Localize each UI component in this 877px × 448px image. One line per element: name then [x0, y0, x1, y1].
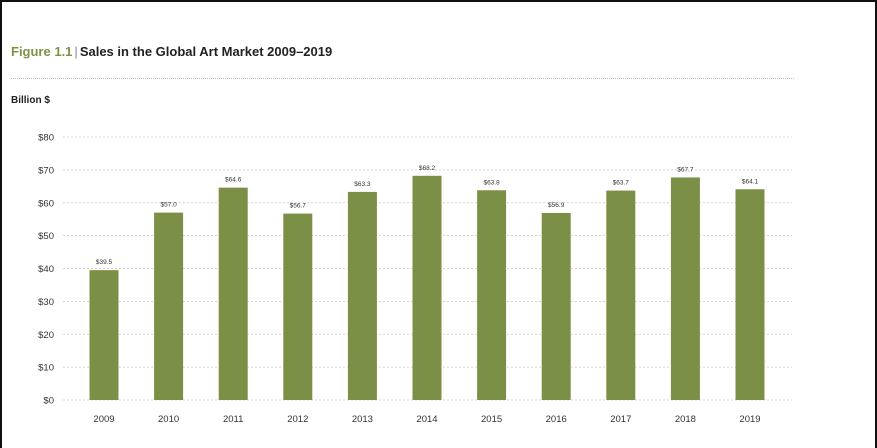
y-tick-label: $40 — [38, 264, 54, 275]
bar — [412, 175, 442, 400]
bar — [154, 212, 184, 400]
bar — [89, 270, 119, 400]
bar — [283, 213, 313, 400]
bar-value-label: $57.0 — [160, 202, 177, 209]
y-tick-label: $30 — [38, 297, 54, 308]
figure-header: Figure 1.1 | Sales in the Global Art Marke… — [11, 44, 332, 59]
unit-label: Billion $ — [11, 95, 50, 106]
x-tick-label: 2014 — [416, 414, 437, 425]
y-tick-label: $50 — [38, 231, 54, 242]
x-tick-label: 2017 — [610, 414, 631, 425]
bar-value-label: $67.7 — [677, 166, 694, 173]
figure-separator: | — [74, 44, 78, 59]
y-tick-label: $20 — [38, 330, 54, 341]
bar — [347, 191, 377, 400]
y-tick-label: $80 — [38, 133, 54, 144]
bar-value-label: $68.2 — [419, 165, 436, 172]
figure-title: Sales in the Global Art Market 2009–2019 — [79, 44, 333, 59]
title-divider — [11, 78, 794, 79]
bar-value-label: $56.9 — [548, 202, 565, 209]
bar — [606, 190, 636, 400]
bar-value-label: $39.5 — [96, 259, 113, 266]
bar — [735, 189, 765, 400]
x-tick-label: 2018 — [675, 414, 696, 425]
y-tick-label: $60 — [38, 198, 54, 209]
x-tick-label: 2013 — [352, 414, 373, 425]
x-tick-label: 2012 — [287, 414, 308, 425]
figure-label: Figure 1.1 — [11, 44, 73, 59]
bar-value-label: $64.1 — [742, 178, 759, 185]
bar — [218, 187, 248, 400]
x-tick-label: 2016 — [546, 414, 567, 425]
x-tick-label: 2009 — [93, 414, 114, 425]
bar-value-label: $64.6 — [225, 177, 242, 184]
y-tick-label: $10 — [38, 363, 54, 374]
x-tick-label: 2011 — [223, 414, 243, 425]
bar-value-label: $63.3 — [354, 181, 371, 188]
bar-value-label: $63.8 — [483, 179, 500, 186]
bar — [477, 190, 507, 400]
bar — [541, 212, 571, 400]
x-tick-label: 2019 — [739, 414, 760, 425]
bar-value-label: $63.7 — [613, 180, 630, 187]
bar-value-label: $56.7 — [290, 203, 307, 210]
y-tick-label: $70 — [38, 165, 54, 176]
x-tick-label: 2015 — [481, 414, 502, 425]
x-tick-label: 2010 — [158, 414, 179, 425]
bar — [670, 177, 700, 400]
y-tick-label: $0 — [43, 396, 54, 407]
